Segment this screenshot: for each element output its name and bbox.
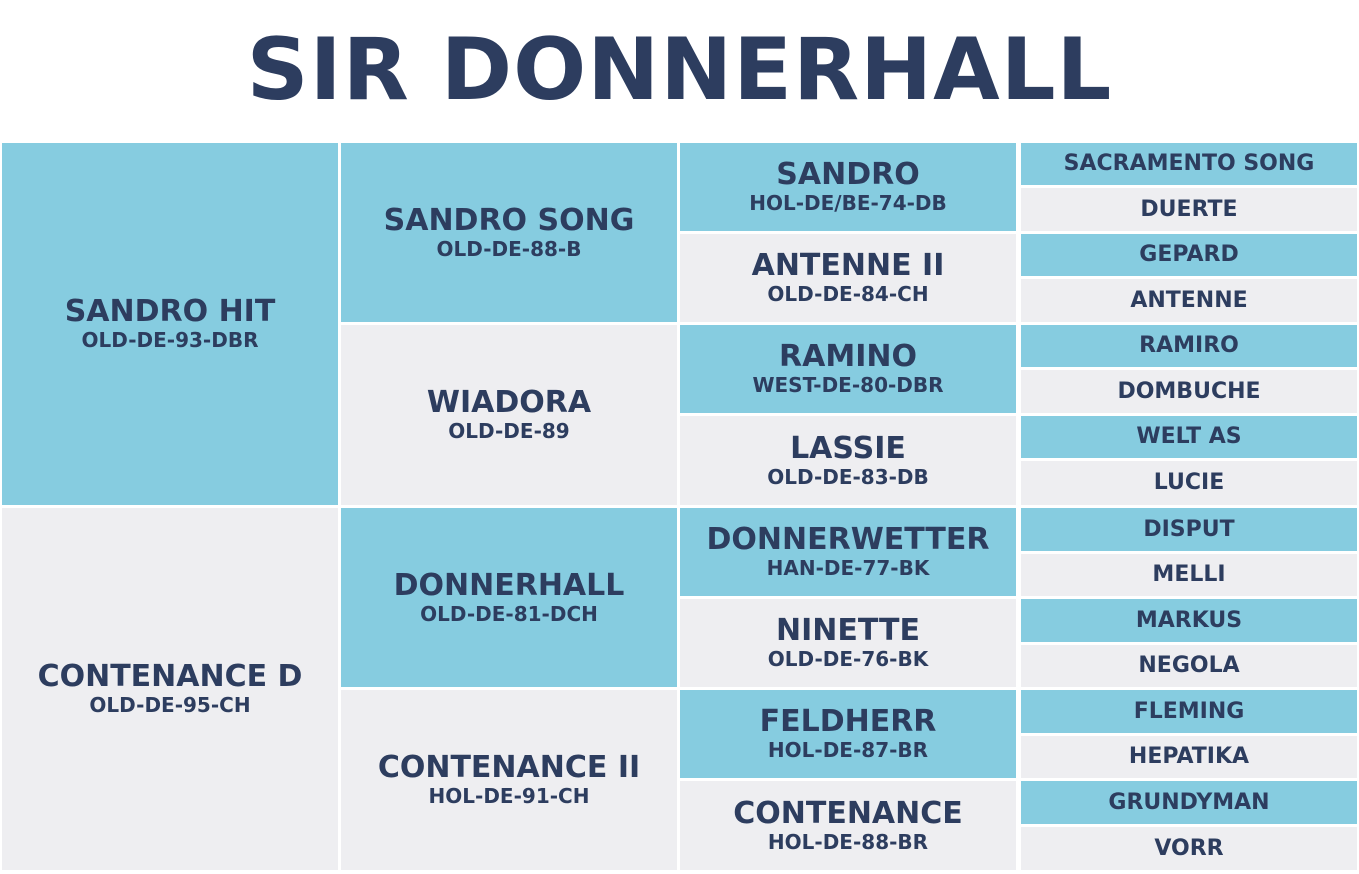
grandparent-name: DONNERHALL bbox=[393, 567, 625, 603]
grandparent-registration: OLD-DE-81-DCH bbox=[420, 601, 598, 626]
great-great-grandparent-cell: DOMBUCHE bbox=[1021, 370, 1357, 413]
great-great-grandparent-cell: MARKUS bbox=[1021, 599, 1357, 642]
great-great-grandparent-cell: RAMIRO bbox=[1021, 325, 1357, 367]
dam-name: CONTENANCE D bbox=[37, 659, 303, 694]
great-grandparent-cell: RAMINO WEST-DE-80-DBR bbox=[680, 325, 1016, 413]
grandparent-registration: HOL-DE-91-CH bbox=[428, 784, 590, 808]
great-great-grandparent-cell: FLEMING bbox=[1021, 690, 1357, 733]
great-grandparent-cell: CONTENANCE HOL-DE-88-BR bbox=[680, 781, 1016, 870]
great-great-grandparent-name: WELT AS bbox=[1136, 424, 1242, 449]
great-great-grandparent-name: HEPATIKA bbox=[1128, 744, 1250, 769]
great-great-grandparent-cell: WELT AS bbox=[1021, 416, 1357, 458]
great-grandparent-registration: HOL-DE/BE-74-DB bbox=[749, 191, 947, 215]
great-great-grandparent-name: LUCIE bbox=[1153, 470, 1225, 495]
sire-cell: SANDRO HIT OLD-DE-93-DBR bbox=[2, 143, 338, 505]
great-grandparent-name: CONTENANCE bbox=[733, 795, 963, 831]
dam-cell: CONTENANCE D OLD-DE-95-CH bbox=[2, 508, 338, 870]
great-grandparent-cell: DONNERWETTER HAN-DE-77-BK bbox=[680, 508, 1016, 596]
great-grandparent-registration: WEST-DE-80-DBR bbox=[752, 373, 944, 397]
great-great-grandparent-name: ANTENNE bbox=[1130, 287, 1248, 313]
great-great-grandparent-cell: NEGOLA bbox=[1021, 645, 1357, 687]
great-great-grandparent-name: DISPUT bbox=[1143, 516, 1235, 542]
great-grandparent-cell: SANDRO HOL-DE/BE-74-DB bbox=[680, 143, 1016, 231]
great-great-grandparent-name: NEGOLA bbox=[1138, 653, 1240, 678]
grandparent-registration: OLD-DE-89 bbox=[448, 419, 570, 443]
great-grandparent-name: SANDRO bbox=[776, 157, 920, 192]
great-grandparent-cell: NINETTE OLD-DE-76-BK bbox=[680, 599, 1016, 687]
great-grandparent-registration: HOL-DE-88-BR bbox=[767, 829, 929, 854]
great-grandparent-name: ANTENNE II bbox=[751, 248, 945, 283]
great-great-grandparent-cell: GEPARD bbox=[1021, 234, 1357, 276]
horse-title: SIR DONNERHALL bbox=[246, 20, 1113, 120]
great-grandparent-registration: OLD-DE-83-DB bbox=[767, 464, 929, 489]
great-grandparent-registration: OLD-DE-84-CH bbox=[767, 282, 929, 306]
dam-registration: OLD-DE-95-CH bbox=[89, 693, 251, 717]
great-great-grandparent-name: VORR bbox=[1154, 835, 1224, 861]
great-great-grandparent-name: FLEMING bbox=[1133, 698, 1245, 724]
great-great-grandparent-cell: MELLI bbox=[1021, 554, 1357, 596]
great-great-grandparent-name: DOMBUCHE bbox=[1117, 378, 1261, 404]
great-great-grandparent-cell: ANTENNE bbox=[1021, 279, 1357, 322]
great-great-grandparent-name: GRUNDYMAN bbox=[1108, 789, 1270, 815]
grandparent-name: WIADORA bbox=[426, 385, 592, 420]
great-great-grandparent-cell: VORR bbox=[1021, 827, 1357, 870]
great-great-grandparent-name: SACRAMENTO SONG bbox=[1063, 151, 1315, 176]
great-grandparent-name: LASSIE bbox=[790, 430, 906, 466]
grandparent-name: CONTENANCE II bbox=[377, 750, 641, 785]
great-grandparent-name: NINETTE bbox=[776, 613, 920, 648]
great-great-grandparent-name: RAMIRO bbox=[1139, 333, 1239, 358]
great-grandparent-registration: HOL-DE-87-BR bbox=[767, 738, 929, 762]
grandparent-name: SANDRO SONG bbox=[383, 202, 635, 238]
great-great-grandparent-name: MARKUS bbox=[1135, 607, 1243, 633]
great-grandparent-registration: HAN-DE-77-BK bbox=[766, 556, 930, 580]
grandparent-registration: OLD-DE-88-B bbox=[436, 236, 582, 261]
great-great-grandparent-cell: DISPUT bbox=[1021, 508, 1357, 551]
great-great-grandparent-name: DUERTE bbox=[1140, 196, 1238, 222]
grandparent-cell: SANDRO SONG OLD-DE-88-B bbox=[341, 143, 677, 322]
sire-registration: OLD-DE-93-DBR bbox=[81, 328, 259, 352]
great-grandparent-name: DONNERWETTER bbox=[706, 522, 990, 557]
grandparent-cell: WIADORA OLD-DE-89 bbox=[341, 325, 677, 505]
great-grandparent-name: RAMINO bbox=[779, 339, 917, 374]
great-grandparent-name: FELDHERR bbox=[759, 704, 937, 739]
great-great-grandparent-cell: DUERTE bbox=[1021, 188, 1357, 231]
great-grandparent-cell: LASSIE OLD-DE-83-DB bbox=[680, 416, 1016, 505]
great-great-grandparent-name: GEPARD bbox=[1139, 242, 1239, 267]
great-great-grandparent-cell: LUCIE bbox=[1021, 461, 1357, 505]
great-grandparent-cell: ANTENNE II OLD-DE-84-CH bbox=[680, 234, 1016, 322]
great-great-grandparent-name: MELLI bbox=[1152, 562, 1226, 587]
great-great-grandparent-cell: SACRAMENTO SONG bbox=[1021, 143, 1357, 185]
great-great-grandparent-cell: GRUNDYMAN bbox=[1021, 781, 1357, 824]
grandparent-cell: DONNERHALL OLD-DE-81-DCH bbox=[341, 508, 677, 687]
sire-name: SANDRO HIT bbox=[64, 294, 276, 329]
grandparent-cell: CONTENANCE II HOL-DE-91-CH bbox=[341, 690, 677, 870]
great-grandparent-registration: OLD-DE-76-BK bbox=[767, 647, 929, 671]
great-great-grandparent-cell: HEPATIKA bbox=[1021, 736, 1357, 778]
great-grandparent-cell: FELDHERR HOL-DE-87-BR bbox=[680, 690, 1016, 778]
